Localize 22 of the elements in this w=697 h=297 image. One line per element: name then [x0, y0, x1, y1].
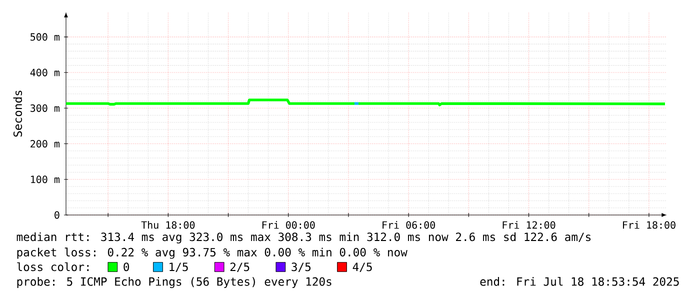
legend-label: 3/5 [292, 262, 310, 272]
y-tick-label: 0 [54, 211, 60, 219]
legend-title: loss color: [17, 262, 89, 272]
y-tick-label: 300 m [30, 104, 60, 112]
x-tick-label: Fri 12:00 [502, 221, 556, 229]
text: median rtt: 313.4 ms avg 323.0 ms max 308.3 ms min 312.0 ms now 2.6 ms sd 122.6 am/s [16, 232, 591, 244]
x-tick-label: Thu 18:00 [141, 221, 195, 229]
y-tick-label: 200 m [30, 140, 60, 148]
y-tick-label: 400 m [30, 68, 60, 76]
legend-label: 0 [124, 262, 130, 272]
y-tick-label: 100 m [31, 176, 60, 184]
y-axis-title: Seconds [13, 90, 22, 137]
legend-label: 1/5 [170, 262, 188, 272]
y-tick-label: 500 m [30, 33, 60, 41]
x-tick-label: Fri 00:00 [262, 221, 315, 229]
text: end: Fri Jul 18 18:53:54 2025 [480, 276, 679, 286]
legend-label: 2/5 [230, 262, 250, 272]
text: packet loss: 0.22 % avg 93.75 % max 0.00 % min 0.00 % now [17, 248, 408, 259]
legend-label: 4/5 [352, 262, 372, 272]
x-tick-label: Fri 18:00 [623, 221, 676, 229]
text: probe: 5 ICMP Echo Pings (56 Bytes) every 120s [17, 277, 332, 288]
x-tick-label: Fri 06:00 [382, 221, 436, 229]
